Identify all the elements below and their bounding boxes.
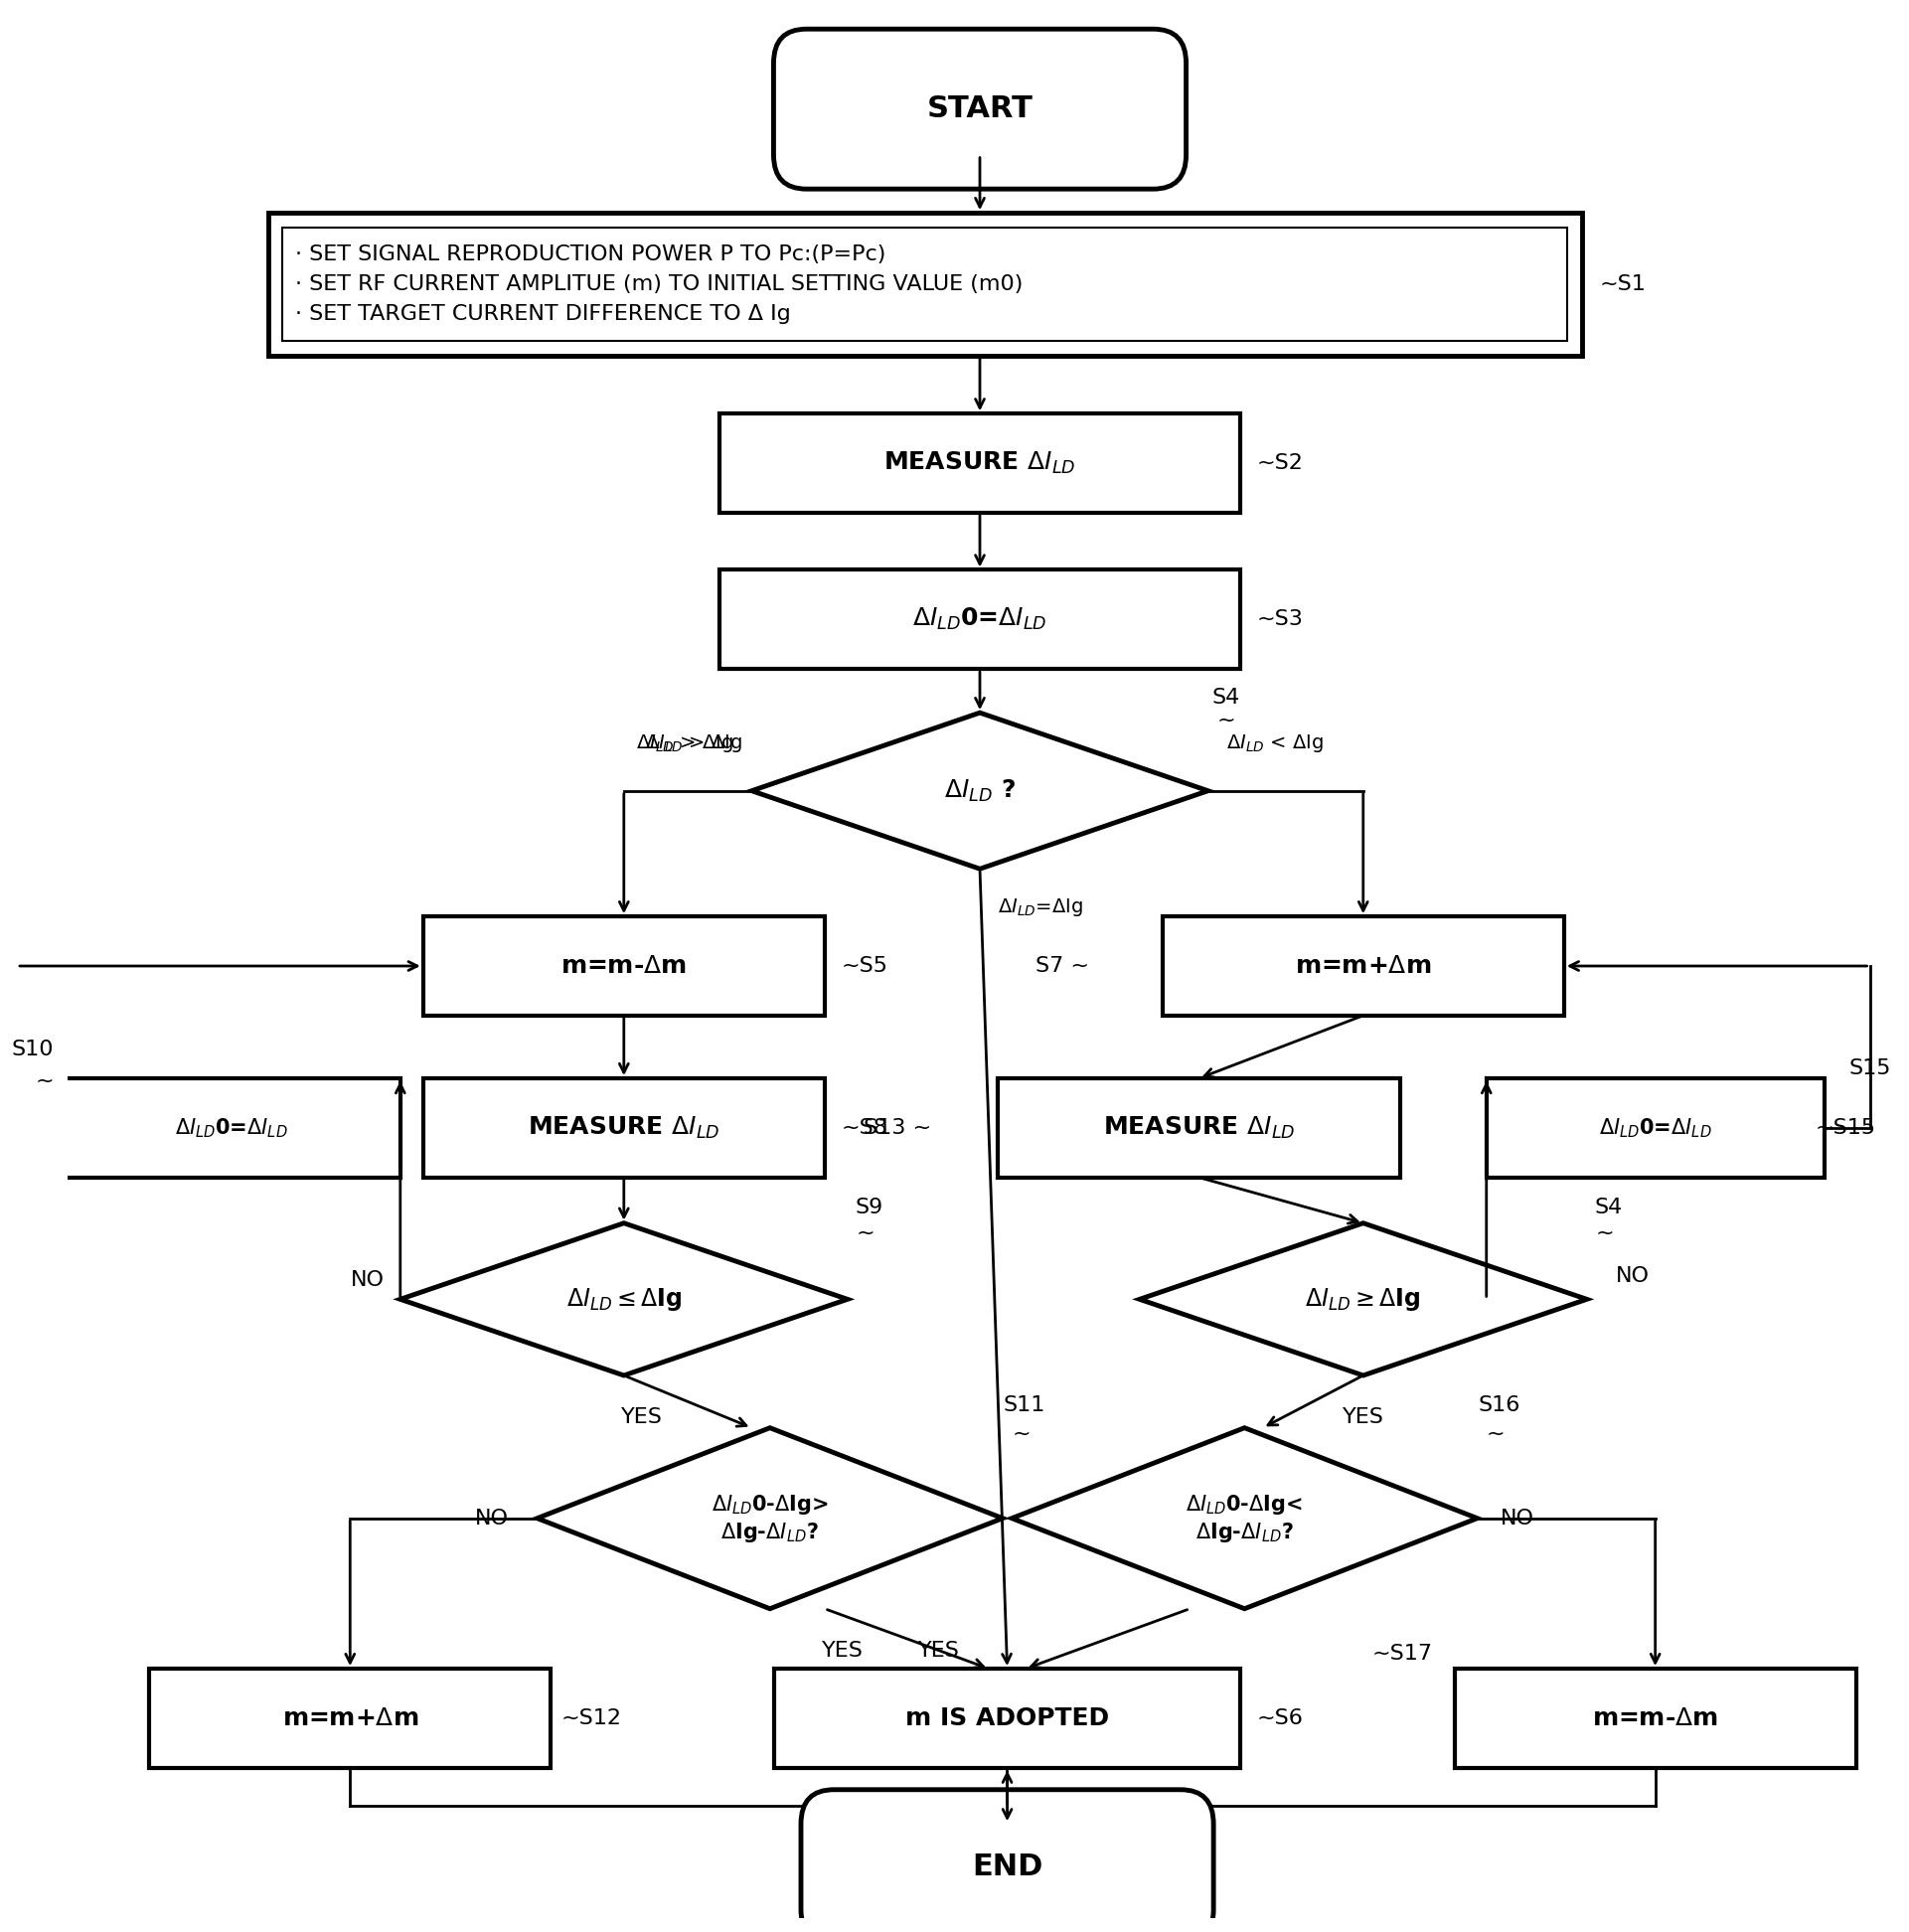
Text: S11: S11 xyxy=(1004,1395,1046,1414)
Bar xyxy=(720,570,1241,668)
Text: m IS ADOPTED: m IS ADOPTED xyxy=(905,1706,1109,1731)
Text: START: START xyxy=(926,95,1033,124)
Bar xyxy=(998,1078,1399,1177)
Bar xyxy=(720,413,1241,512)
Bar xyxy=(63,1078,401,1177)
Text: S10: S10 xyxy=(11,1039,53,1061)
Text: NO: NO xyxy=(1615,1267,1649,1287)
Text: $\Delta I_{LD}$0=$\Delta I_{LD}$: $\Delta I_{LD}$0=$\Delta I_{LD}$ xyxy=(176,1117,288,1140)
Text: $\Delta I_{LD}$ > $\Delta$Ig: $\Delta I_{LD}$ > $\Delta$Ig xyxy=(636,732,733,753)
Text: ~: ~ xyxy=(1218,711,1235,730)
Text: m=m-$\Delta$m: m=m-$\Delta$m xyxy=(1592,1706,1718,1731)
Text: ~: ~ xyxy=(1596,1223,1615,1242)
Text: $\Delta I_{LD}$ < $\Delta$Ig: $\Delta I_{LD}$ < $\Delta$Ig xyxy=(1226,732,1323,753)
Polygon shape xyxy=(1140,1223,1586,1376)
Text: $\Delta I_{LD}$ > $\Delta$Ig: $\Delta I_{LD}$ > $\Delta$Ig xyxy=(645,732,743,753)
Text: ~S12: ~S12 xyxy=(561,1708,620,1727)
Text: ~: ~ xyxy=(1487,1424,1504,1443)
Text: $\Delta I_{LD}$0=$\Delta I_{LD}$: $\Delta I_{LD}$0=$\Delta I_{LD}$ xyxy=(1600,1117,1712,1140)
Text: YES: YES xyxy=(620,1406,662,1428)
Bar xyxy=(149,1669,552,1768)
Text: S4: S4 xyxy=(1594,1198,1623,1217)
Text: S7 ~: S7 ~ xyxy=(1035,956,1088,976)
Text: $\Delta I_{LD}$0-$\Delta$Ig>
$\Delta$Ig-$\Delta I_{LD}$?: $\Delta I_{LD}$0-$\Delta$Ig> $\Delta$Ig-… xyxy=(712,1493,829,1544)
FancyBboxPatch shape xyxy=(802,1789,1214,1932)
Text: ~: ~ xyxy=(1012,1424,1031,1443)
Text: m=m+$\Delta$m: m=m+$\Delta$m xyxy=(283,1706,418,1731)
Polygon shape xyxy=(536,1428,1002,1609)
Text: NO: NO xyxy=(475,1509,508,1528)
Text: MEASURE $\Delta I_{LD}$: MEASURE $\Delta I_{LD}$ xyxy=(884,450,1077,477)
Text: ~S15: ~S15 xyxy=(1815,1119,1877,1138)
Text: S15: S15 xyxy=(1848,1059,1892,1078)
Text: $\Delta I_{LD}$$\leq$$\Delta$Ig: $\Delta I_{LD}$$\leq$$\Delta$Ig xyxy=(565,1287,682,1312)
Text: $\Delta I_{LD}$$\geq$$\Delta$Ig: $\Delta I_{LD}$$\geq$$\Delta$Ig xyxy=(1306,1287,1420,1312)
Text: S4: S4 xyxy=(1212,688,1241,707)
Text: S9: S9 xyxy=(855,1198,884,1217)
Bar xyxy=(267,213,1583,355)
Text: ~S6: ~S6 xyxy=(1256,1708,1304,1727)
Text: $\Delta I_{LD}$0-$\Delta$Ig<
$\Delta$Ig-$\Delta I_{LD}$?: $\Delta I_{LD}$0-$\Delta$Ig< $\Delta$Ig-… xyxy=(1185,1493,1304,1544)
Bar xyxy=(1163,916,1563,1016)
Text: $\Delta I_{LD}$ ?: $\Delta I_{LD}$ ? xyxy=(945,779,1016,804)
Text: YES: YES xyxy=(1342,1406,1384,1428)
Text: YES: YES xyxy=(918,1640,960,1662)
Text: ~S3: ~S3 xyxy=(1256,609,1304,630)
Text: ~S17: ~S17 xyxy=(1373,1644,1432,1663)
Text: m=m+$\Delta$m: m=m+$\Delta$m xyxy=(1294,954,1432,978)
FancyBboxPatch shape xyxy=(773,29,1185,189)
Text: S16: S16 xyxy=(1478,1395,1520,1414)
Polygon shape xyxy=(752,713,1208,869)
Polygon shape xyxy=(401,1223,848,1376)
Text: ~: ~ xyxy=(857,1223,874,1242)
Text: NO: NO xyxy=(1500,1509,1535,1528)
Text: END: END xyxy=(972,1853,1042,1882)
Text: ~S1: ~S1 xyxy=(1600,274,1646,294)
Bar xyxy=(424,916,825,1016)
Text: ~S8: ~S8 xyxy=(842,1119,888,1138)
Bar xyxy=(1487,1078,1825,1177)
Bar xyxy=(775,1669,1241,1768)
Text: ~S5: ~S5 xyxy=(842,956,888,976)
Text: m=m-$\Delta$m: m=m-$\Delta$m xyxy=(561,954,687,978)
Text: MEASURE $\Delta I_{LD}$: MEASURE $\Delta I_{LD}$ xyxy=(1103,1115,1294,1142)
Text: NO: NO xyxy=(351,1269,384,1291)
Polygon shape xyxy=(1012,1428,1478,1609)
Text: ~: ~ xyxy=(34,1070,53,1092)
Text: MEASURE $\Delta I_{LD}$: MEASURE $\Delta I_{LD}$ xyxy=(527,1115,720,1142)
Text: $\Delta I_{LD}$0=$\Delta I_{LD}$: $\Delta I_{LD}$0=$\Delta I_{LD}$ xyxy=(913,607,1048,632)
Text: S13 ~: S13 ~ xyxy=(865,1119,932,1138)
Text: $\Delta I_{LD}$=$\Delta$Ig: $\Delta I_{LD}$=$\Delta$Ig xyxy=(998,896,1084,918)
Bar xyxy=(424,1078,825,1177)
Text: YES: YES xyxy=(823,1640,863,1662)
Bar xyxy=(1455,1669,1856,1768)
Text: · SET SIGNAL REPRODUCTION POWER P TO Pc:(P=Pc)
· SET RF CURRENT AMPLITUE (m) TO : · SET SIGNAL REPRODUCTION POWER P TO Pc:… xyxy=(296,245,1023,323)
Text: ~S2: ~S2 xyxy=(1256,454,1304,473)
Bar xyxy=(283,228,1567,340)
